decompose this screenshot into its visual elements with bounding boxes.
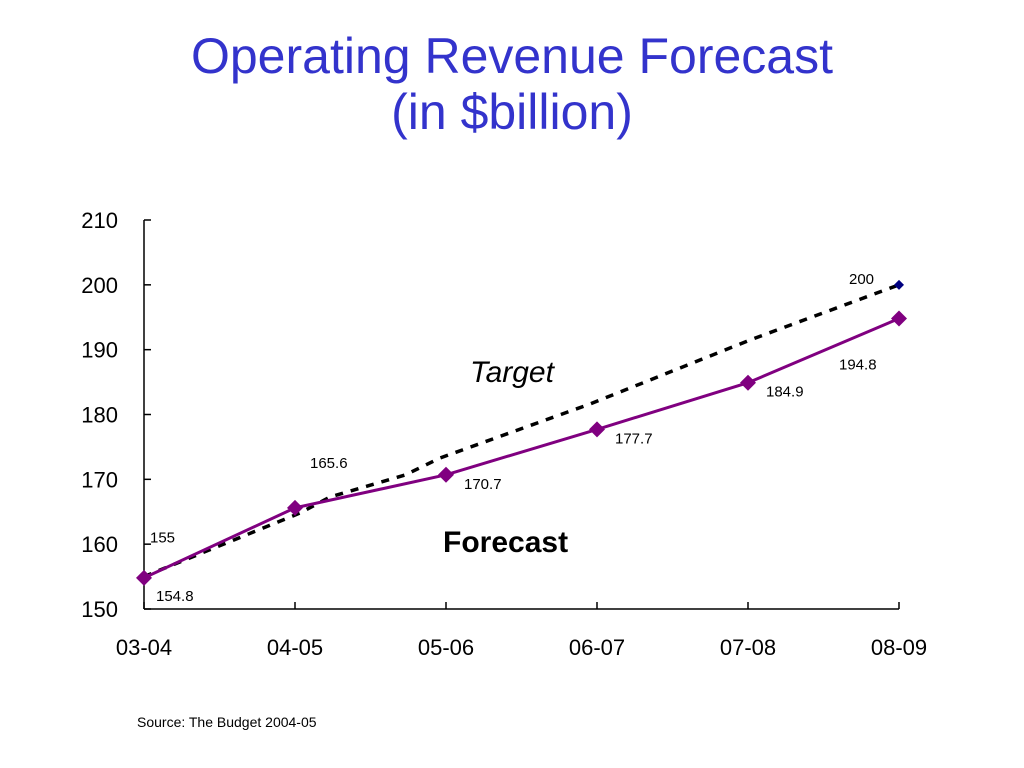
slide-title: Operating Revenue Forecast (in $billion) <box>0 28 1024 140</box>
y-tick-label: 200 <box>81 273 118 298</box>
y-tick-label: 210 <box>81 208 118 233</box>
target-data-label: 200 <box>849 271 874 288</box>
target-point <box>894 279 904 290</box>
data-labels: 154.8 165.6 170.7 177.7 184.9 194.8 155 200 <box>150 271 877 605</box>
target-data-label: 155 <box>150 530 175 547</box>
forecast-data-label: 184.9 <box>766 384 804 401</box>
y-tick-label: 160 <box>81 532 118 557</box>
forecast-point <box>136 569 152 586</box>
x-tick-label: 03-04 <box>116 635 172 660</box>
x-axis-ticks: 03-04 04-05 05-06 06-07 07-08 08-09 <box>116 602 927 660</box>
x-tick-label: 07-08 <box>720 635 776 660</box>
x-tick-label: 05-06 <box>418 635 474 660</box>
x-tick-label: 04-05 <box>267 635 323 660</box>
forecast-point <box>589 421 605 438</box>
markers <box>136 279 907 586</box>
y-tick-label: 170 <box>81 467 118 492</box>
y-tick-label: 190 <box>81 338 118 363</box>
y-tick-label: 150 <box>81 597 118 622</box>
forecast-data-label: 194.8 <box>839 357 877 374</box>
forecast-point <box>287 499 303 516</box>
forecast-data-label: 177.7 <box>615 430 653 447</box>
y-axis-ticks: 150 160 170 180 190 200 210 <box>81 208 151 622</box>
forecast-line <box>143 317 900 580</box>
forecast-data-label: 154.8 <box>156 588 194 605</box>
source-note: Source: The Budget 2004-05 <box>137 714 317 730</box>
forecast-annotation: Forecast <box>443 526 568 559</box>
x-tick-label: 06-07 <box>569 635 625 660</box>
title-line-2: (in $billion) <box>391 84 633 140</box>
forecast-point <box>740 374 756 391</box>
forecast-point <box>891 310 907 327</box>
target-annotation: Target <box>470 356 556 389</box>
y-tick-label: 180 <box>81 403 118 428</box>
forecast-point <box>438 466 454 483</box>
forecast-data-label: 165.6 <box>310 455 348 472</box>
x-tick-label: 08-09 <box>871 635 927 660</box>
forecast-data-label: 170.7 <box>464 476 502 493</box>
title-line-1: Operating Revenue Forecast <box>190 28 834 84</box>
